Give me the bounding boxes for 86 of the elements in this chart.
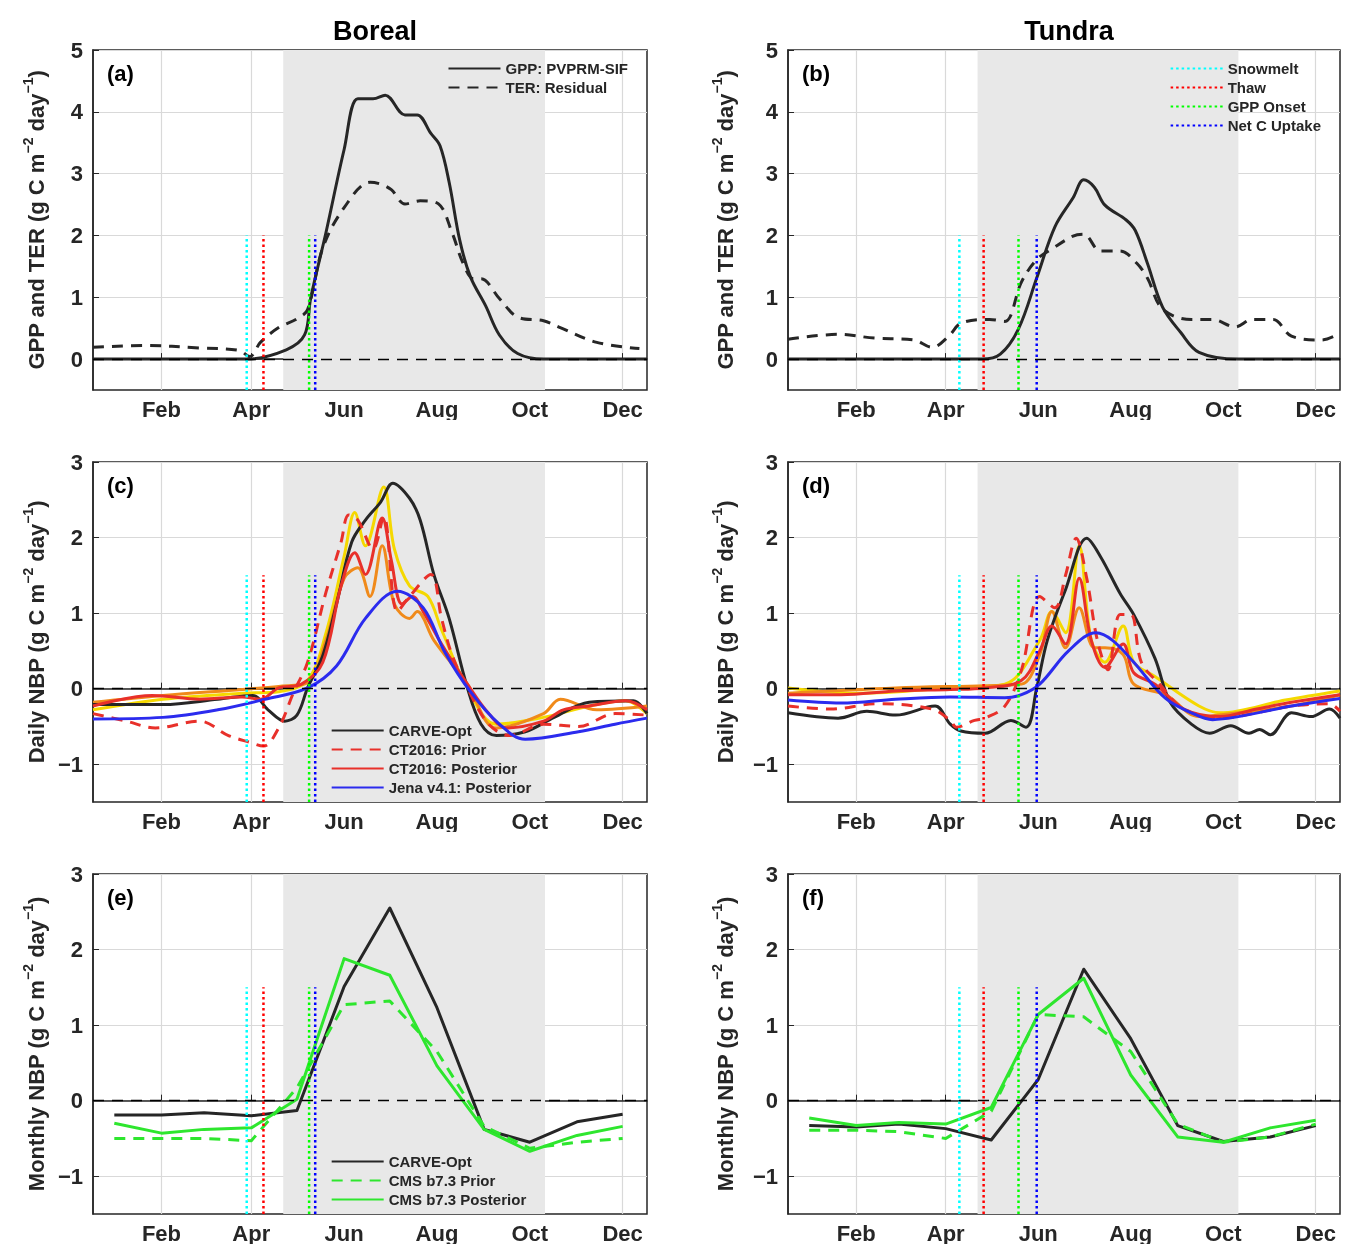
y-tick-label: 1 [765, 284, 778, 310]
annotation: (c) [107, 472, 134, 498]
x-tick-label: Feb [141, 396, 182, 422]
legend-label: CARVE-Opt [388, 1153, 472, 1170]
y-axis-title: Monthly NBP (g C m−2 day−1) [20, 896, 49, 1192]
y-tick-label: 1 [70, 1012, 83, 1038]
y-tick-label: −1 [752, 1163, 778, 1189]
y-tick-label: 2 [70, 525, 83, 551]
x-tick-label: Oct [1204, 808, 1243, 834]
legend-label: CT2016: Prior [388, 741, 487, 758]
annotation: (b) [802, 60, 831, 86]
y-tick-label: 5 [70, 37, 83, 63]
y-tick-label: 2 [70, 937, 83, 963]
x-tick-label: Oct [1204, 396, 1243, 422]
legend-label: GPP: PVPRM-SIF [505, 60, 628, 77]
x-tick-label: Jun [1018, 808, 1058, 834]
chart-title: Tundra [1024, 15, 1115, 46]
y-tick-label: −1 [752, 751, 778, 777]
y-tick-label: 3 [70, 161, 83, 187]
x-tick-label: Feb [141, 1220, 182, 1246]
y-axis-title: Monthly NBP (g C m−2 day−1) [709, 896, 738, 1192]
x-tick-label: Jun [324, 808, 364, 834]
y-tick-label: 1 [70, 600, 83, 626]
x-tick-label: Dec [602, 396, 643, 422]
y-tick-label: 0 [70, 1088, 83, 1114]
y-tick-label: 3 [765, 449, 778, 475]
x-tick-label: Feb [836, 1220, 876, 1246]
y-tick-label: 4 [70, 99, 84, 125]
x-tick-label: Jun [324, 1220, 364, 1246]
y-axis-title: GPP and TER (g C m−2 day−1) [709, 70, 738, 370]
y-tick-label: 1 [70, 284, 83, 310]
legend-label: Jena v4.1: Posterior [388, 779, 532, 796]
x-tick-label: Feb [836, 808, 876, 834]
y-tick-label: 0 [765, 346, 778, 372]
y-tick-label: 0 [70, 676, 83, 702]
legend-label: GPP Onset [1227, 98, 1306, 115]
x-tick-label: Oct [1204, 1220, 1243, 1246]
y-tick-label: 1 [765, 600, 778, 626]
legend-label: CMS b7.3 Posterior [388, 1191, 527, 1208]
y-tick-label: −1 [57, 751, 83, 777]
x-tick-label: Dec [1295, 808, 1336, 834]
x-tick-label: Feb [141, 808, 182, 834]
legend-label: CARVE-Opt [388, 722, 472, 739]
y-tick-label: 0 [765, 676, 778, 702]
y-tick-label: 2 [70, 222, 83, 248]
y-tick-label: 3 [70, 449, 83, 475]
y-tick-label: 3 [765, 161, 778, 187]
y-tick-label: 3 [765, 861, 778, 887]
y-tick-label: −1 [57, 1163, 83, 1189]
annotation: (e) [107, 884, 134, 910]
y-tick-label: 1 [765, 1012, 778, 1038]
y-tick-label: 3 [70, 861, 83, 887]
annotation: (d) [802, 472, 831, 498]
y-tick-label: 5 [765, 37, 778, 63]
x-tick-label: Feb [836, 396, 876, 422]
x-tick-label: Dec [1295, 396, 1336, 422]
y-tick-label: 2 [765, 937, 778, 963]
annotation: (a) [107, 60, 134, 86]
x-tick-label: Jun [324, 396, 364, 422]
y-tick-label: 0 [70, 346, 83, 372]
y-tick-label: 0 [765, 1088, 778, 1114]
line-series [112, 957, 625, 1153]
x-tick-label: Oct [511, 396, 549, 422]
chart-title: Boreal [332, 15, 418, 46]
x-tick-label: Dec [602, 1220, 643, 1246]
x-tick-label: Jun [1018, 1220, 1058, 1246]
y-axis-title: Daily NBP (g C m−2 day−1) [709, 500, 738, 764]
y-axis-title: Daily NBP (g C m−2 day−1) [20, 500, 49, 764]
legend-label: Snowmelt [1227, 60, 1299, 77]
line-series [786, 631, 1342, 722]
legend-label: CT2016: Posterior [388, 760, 518, 777]
x-tick-label: Dec [602, 808, 643, 834]
legend-label: CMS b7.3 Prior [388, 1172, 496, 1189]
line-series [91, 589, 649, 741]
y-tick-label: 2 [765, 525, 778, 551]
y-axis-title: GPP and TER (g C m−2 day−1) [20, 70, 49, 370]
x-tick-label: Dec [1295, 1220, 1336, 1246]
x-tick-label: Jun [1018, 396, 1058, 422]
legend-label: Net C Uptake [1227, 117, 1321, 134]
x-tick-label: Oct [511, 808, 549, 834]
x-tick-label: Oct [511, 1220, 549, 1246]
y-tick-label: 2 [765, 222, 778, 248]
legend-label: TER: Residual [505, 79, 608, 96]
annotation: (f) [802, 884, 824, 910]
legend-label: Thaw [1227, 79, 1267, 96]
y-tick-label: 4 [765, 99, 779, 125]
